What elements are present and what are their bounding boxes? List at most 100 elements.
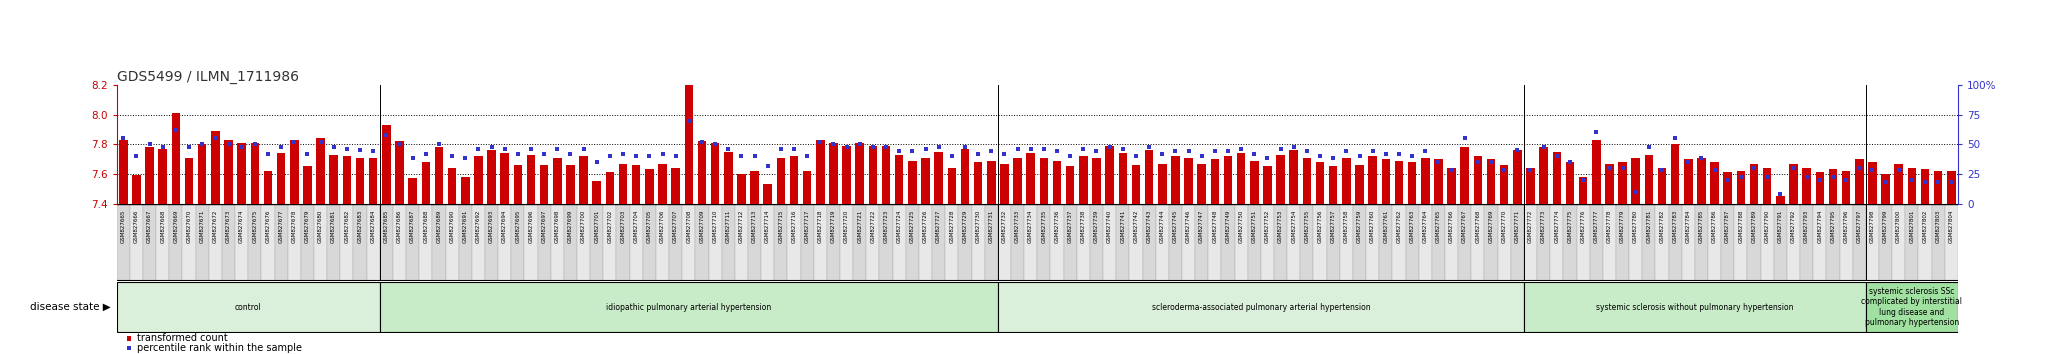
Text: GSM827724: GSM827724 xyxy=(897,210,901,243)
Text: GSM827691: GSM827691 xyxy=(463,210,467,243)
Bar xyxy=(813,204,827,281)
Bar xyxy=(932,204,946,281)
Text: GSM827718: GSM827718 xyxy=(817,210,823,243)
Point xyxy=(1593,165,1626,171)
Point xyxy=(1421,159,1454,165)
Bar xyxy=(221,204,236,281)
Bar xyxy=(1669,204,1681,281)
Point xyxy=(1055,153,1087,159)
Text: GSM827789: GSM827789 xyxy=(1751,210,1757,243)
Point xyxy=(1212,149,1245,154)
Point xyxy=(238,142,270,147)
Bar xyxy=(1827,204,1839,281)
Bar xyxy=(209,204,221,281)
Text: GSM827680: GSM827680 xyxy=(317,210,324,243)
Bar xyxy=(1550,204,1563,281)
Bar xyxy=(606,172,614,204)
Bar xyxy=(829,143,838,204)
Bar xyxy=(1288,204,1300,281)
Bar xyxy=(565,165,575,204)
Point xyxy=(1356,149,1389,154)
Bar xyxy=(1513,150,1522,204)
Bar xyxy=(1458,204,1470,281)
Bar xyxy=(406,204,420,281)
Text: GSM827720: GSM827720 xyxy=(844,210,850,243)
Point xyxy=(580,159,612,165)
Bar xyxy=(1538,204,1550,281)
Bar xyxy=(526,155,535,204)
Bar xyxy=(172,113,180,204)
Point xyxy=(1554,159,1587,165)
Bar xyxy=(997,204,1012,281)
Point xyxy=(305,139,338,145)
Bar xyxy=(670,204,682,281)
Bar xyxy=(459,204,471,281)
Bar xyxy=(721,204,735,281)
Text: GSM827799: GSM827799 xyxy=(1882,210,1888,243)
Text: GSM827777: GSM827777 xyxy=(1593,210,1599,243)
Text: GSM827715: GSM827715 xyxy=(778,210,784,243)
Bar xyxy=(475,156,483,204)
Text: GSM827705: GSM827705 xyxy=(647,210,651,243)
Bar xyxy=(1128,204,1143,281)
Text: transformed count: transformed count xyxy=(137,333,227,343)
Bar xyxy=(1591,140,1599,204)
Point xyxy=(1686,156,1718,161)
Text: GSM827790: GSM827790 xyxy=(1765,210,1769,243)
Point xyxy=(752,163,784,169)
Text: GSM827738: GSM827738 xyxy=(1081,210,1085,243)
Bar xyxy=(1221,204,1235,281)
Point xyxy=(606,151,639,156)
Bar xyxy=(301,204,313,281)
Point xyxy=(106,136,139,141)
Point xyxy=(963,151,995,156)
Text: GSM827670: GSM827670 xyxy=(186,210,193,243)
Bar xyxy=(1853,204,1866,281)
Point xyxy=(1317,156,1350,161)
Bar xyxy=(1933,171,1942,204)
Point xyxy=(1659,136,1692,141)
Text: GSM827765: GSM827765 xyxy=(1436,210,1442,243)
Point xyxy=(1171,149,1204,154)
Bar xyxy=(578,204,590,281)
Bar xyxy=(737,174,745,204)
Bar xyxy=(500,153,510,204)
Point xyxy=(449,156,481,161)
Bar xyxy=(786,204,801,281)
Bar xyxy=(1645,155,1653,204)
Bar xyxy=(895,155,903,204)
Point xyxy=(1159,149,1192,154)
Bar xyxy=(1356,165,1364,204)
Text: GSM827699: GSM827699 xyxy=(567,210,573,243)
Bar xyxy=(827,204,840,281)
Text: systemic sclerosis without pulmonary hypertension: systemic sclerosis without pulmonary hyp… xyxy=(1595,303,1794,312)
Point xyxy=(356,149,389,154)
Text: control: control xyxy=(236,303,262,312)
Bar xyxy=(1327,204,1339,281)
Bar xyxy=(145,147,154,204)
Text: GSM827786: GSM827786 xyxy=(1712,210,1716,243)
Bar xyxy=(1524,204,1538,281)
Bar xyxy=(815,140,825,204)
Point xyxy=(1737,165,1769,171)
Point xyxy=(225,144,258,149)
Bar xyxy=(961,149,969,204)
Bar xyxy=(1948,171,1956,204)
Bar xyxy=(1393,204,1405,281)
Point xyxy=(133,142,166,147)
Text: GSM827707: GSM827707 xyxy=(674,210,678,243)
Bar xyxy=(764,184,772,204)
Text: GDS5499 / ILMN_1711986: GDS5499 / ILMN_1711986 xyxy=(117,70,299,84)
Text: GSM827730: GSM827730 xyxy=(975,210,981,243)
Bar xyxy=(840,204,854,281)
Bar xyxy=(1487,159,1495,204)
Bar xyxy=(629,204,643,281)
Bar xyxy=(657,164,668,204)
Bar xyxy=(1708,204,1720,281)
Bar xyxy=(774,204,786,281)
Bar xyxy=(287,204,301,281)
Bar xyxy=(199,144,207,204)
Point xyxy=(1475,159,1507,165)
Text: GSM827783: GSM827783 xyxy=(1673,210,1677,243)
Bar xyxy=(1921,170,1929,204)
